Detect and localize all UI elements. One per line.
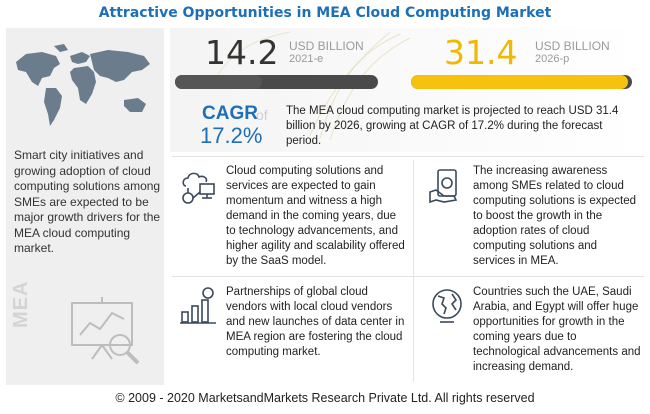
page-title: Attractive Opportunities in MEA Cloud Co… [98, 5, 552, 21]
market-value-2026: 31.4 [444, 33, 518, 72]
progress-track-2026 [411, 75, 632, 89]
cloud-network-icon [182, 172, 215, 204]
insight-text-1: Cloud computing solutions and services a… [226, 165, 405, 267]
market-summary: The MEA cloud computing market is projec… [286, 105, 619, 147]
divider [413, 160, 414, 382]
header-background [170, 28, 644, 152]
progress-fill-2021 [175, 75, 263, 89]
market-unit-2021: USD BILLION [289, 39, 364, 53]
market-value-2021: 14.2 [205, 33, 279, 72]
sidebar-panel: Smart city initiatives and growing adopt… [6, 28, 164, 385]
insight-text-4: Countries such the UAE, Saudi Arabia, an… [473, 286, 641, 373]
market-year-2026: 2026-p [535, 53, 570, 65]
globe-icon [432, 289, 462, 323]
cagr-label: CAGR [202, 103, 258, 124]
sidebar-description: Smart city initiatives and growing adopt… [14, 148, 161, 255]
divider [172, 156, 644, 157]
cagr-of-label: of [256, 107, 268, 123]
progress-fill-2026 [411, 75, 628, 89]
market-unit-2026: USD BILLION [535, 39, 610, 53]
divider [172, 276, 644, 277]
cagr-value: 17.2% [200, 123, 263, 148]
copyright-footer: © 2009 - 2020 MarketsandMarkets Research… [115, 391, 535, 405]
insight-text-2: The increasing awareness among SMEs rela… [473, 165, 637, 267]
presentation-chart-icon [71, 297, 140, 365]
growth-chart-icon [180, 287, 216, 324]
region-label: MEA [10, 280, 32, 328]
progress-track-2021 [175, 75, 378, 89]
money-hand-icon [429, 169, 458, 204]
insight-text-3: Partnerships of global cloud vendors wit… [226, 286, 405, 358]
market-year-2021: 2021-e [289, 53, 324, 65]
world-map-icon [16, 44, 150, 126]
